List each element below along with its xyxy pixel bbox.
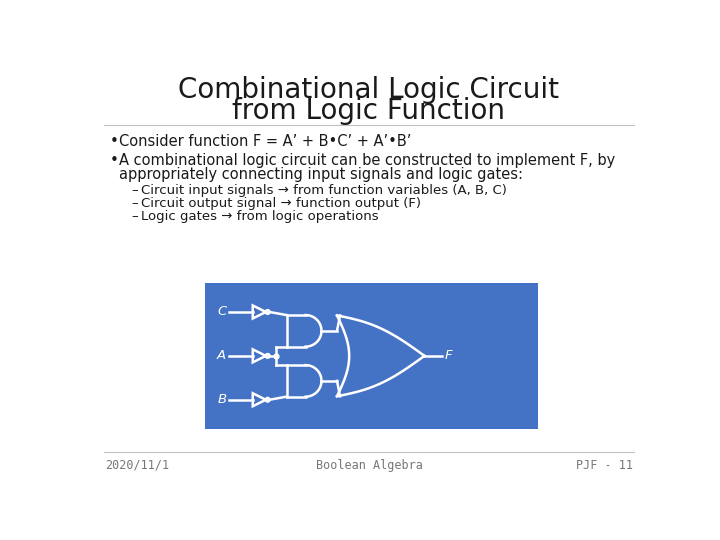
Text: C: C [217,306,226,319]
Text: F: F [445,349,452,362]
Text: •: • [109,134,118,149]
Text: –: – [132,210,138,223]
Bar [204,283,538,429]
Text: from Logic Function: from Logic Function [233,97,505,125]
Text: A: A [217,349,226,362]
Text: B: B [217,393,226,406]
Text: Logic gates → from logic operations: Logic gates → from logic operations [141,210,379,223]
Text: Circuit output signal → function output (F): Circuit output signal → function output … [141,197,421,210]
Text: Consider function F = A’ + B•C’ + A’•B’: Consider function F = A’ + B•C’ + A’•B’ [120,134,412,149]
Text: A combinational logic circuit can be constructed to implement F, by: A combinational logic circuit can be con… [120,153,616,168]
Text: PJF - 11: PJF - 11 [575,458,632,472]
Text: Combinational Logic Circuit: Combinational Logic Circuit [179,76,559,104]
Text: Circuit input signals → from function variables (A, B, C): Circuit input signals → from function va… [141,184,507,197]
Text: Boolean Algebra: Boolean Algebra [315,458,423,472]
Text: appropriately connecting input signals and logic gates:: appropriately connecting input signals a… [120,167,523,183]
Text: –: – [132,197,138,210]
Text: 2020/11/1: 2020/11/1 [106,458,170,472]
Text: –: – [132,184,138,197]
Text: •: • [109,153,118,168]
